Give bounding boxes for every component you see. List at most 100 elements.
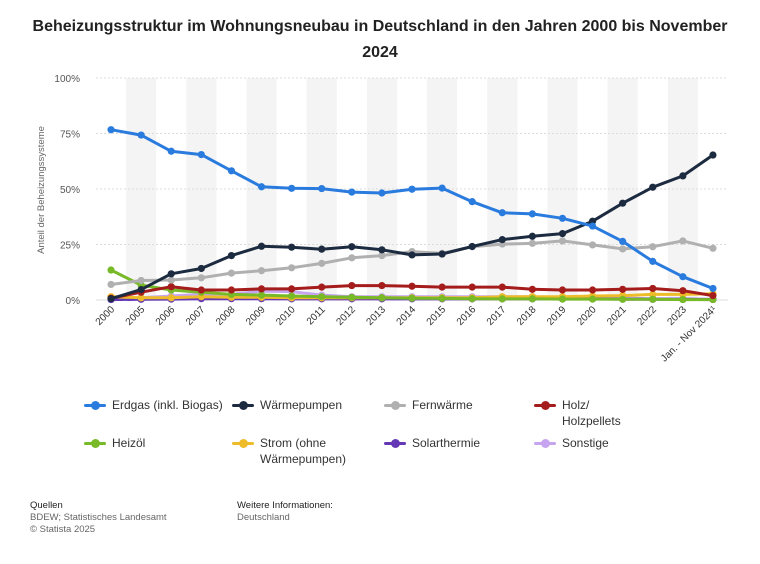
x-tick-label: 2005	[124, 304, 148, 328]
data-point	[288, 285, 295, 292]
data-point	[619, 200, 626, 207]
data-point	[499, 295, 506, 302]
y-tick-label: 25%	[60, 241, 80, 252]
data-point	[258, 285, 265, 292]
legend-item-holz[interactable]: Holz/ Holzpellets	[534, 397, 621, 429]
data-point	[318, 293, 325, 300]
data-point	[168, 283, 175, 290]
data-point	[318, 284, 325, 291]
legend-label: Fernwärme	[412, 397, 473, 413]
data-point	[469, 295, 476, 302]
legend-label: Wärmepumpen	[260, 397, 342, 413]
data-point	[649, 296, 656, 303]
legend-item-erdgas[interactable]: Erdgas (inkl. Biogas)	[84, 397, 223, 413]
data-point	[378, 282, 385, 289]
x-tick-label: Jan. - Nov 2024¹	[659, 304, 720, 365]
data-point	[408, 295, 415, 302]
data-point	[529, 286, 536, 293]
legend-dot	[541, 439, 550, 448]
data-point	[499, 284, 506, 291]
legend-label: Erdgas (inkl. Biogas)	[112, 397, 223, 413]
y-tick-label: 50%	[60, 185, 80, 196]
x-tick-label: 2000	[94, 304, 118, 328]
data-point	[318, 260, 325, 267]
legend-dot	[391, 401, 400, 410]
legend-item-strom[interactable]: Strom (ohne Wärmepumpen)	[232, 435, 346, 467]
legend-label: Solarthermie	[412, 435, 480, 451]
data-point	[709, 151, 716, 158]
data-point	[649, 243, 656, 250]
data-point	[138, 277, 145, 284]
info-heading: Weitere Informationen:	[237, 500, 333, 512]
data-point	[198, 286, 205, 293]
data-point	[228, 286, 235, 293]
legend-marker	[232, 397, 254, 413]
data-point	[258, 243, 265, 250]
legend-label: Holz/ Holzpellets	[562, 397, 621, 429]
data-point	[709, 292, 716, 299]
data-point	[288, 264, 295, 271]
data-point	[559, 237, 566, 244]
data-point	[258, 267, 265, 274]
legend-dot	[91, 439, 100, 448]
data-point	[107, 126, 114, 133]
legend-item-heizoel[interactable]: Heizöl	[84, 435, 145, 451]
data-point	[559, 296, 566, 303]
data-point	[469, 243, 476, 250]
x-tick-label: 2007	[184, 304, 208, 328]
data-point	[679, 172, 686, 179]
data-point	[258, 183, 265, 190]
legend-item-sonstige[interactable]: Sonstige	[534, 435, 609, 451]
y-tick-label: 0%	[66, 296, 81, 307]
data-point	[168, 148, 175, 155]
data-point	[138, 131, 145, 138]
data-point	[679, 273, 686, 280]
data-point	[438, 284, 445, 291]
data-point	[408, 186, 415, 193]
data-point	[559, 230, 566, 237]
info-text: Deutschland	[237, 512, 290, 524]
legend-marker	[384, 435, 406, 451]
data-point	[529, 210, 536, 217]
data-point	[168, 270, 175, 277]
data-point	[198, 265, 205, 272]
data-point	[499, 209, 506, 216]
data-point	[559, 215, 566, 222]
chart-frame: Beheizungsstruktur im Wohnungsneubau in …	[0, 0, 760, 564]
legend-item-fernwaerme[interactable]: Fernwärme	[384, 397, 473, 413]
legend-marker	[232, 435, 254, 451]
x-tick-label: 2017	[485, 304, 509, 328]
data-point	[348, 294, 355, 301]
data-point	[348, 189, 355, 196]
data-point	[138, 286, 145, 293]
data-point	[107, 295, 114, 302]
legend-item-solarthermie[interactable]: Solarthermie	[384, 435, 480, 451]
data-point	[228, 252, 235, 259]
data-point	[348, 243, 355, 250]
y-tick-label: 75%	[60, 130, 80, 141]
data-point	[348, 282, 355, 289]
data-point	[168, 294, 175, 301]
data-point	[619, 238, 626, 245]
data-point	[499, 236, 506, 243]
data-point	[288, 292, 295, 299]
data-point	[378, 294, 385, 301]
legend-item-waermepumpen[interactable]: Wärmepumpen	[232, 397, 342, 413]
data-point	[589, 296, 596, 303]
data-point	[318, 185, 325, 192]
x-tick-label: 2013	[365, 304, 389, 328]
x-tick-label: 2022	[635, 304, 659, 328]
data-point	[378, 246, 385, 253]
x-tick-label: 2014	[395, 304, 419, 328]
data-point	[679, 237, 686, 244]
line-chart: 0% 25% 50% 75% 100% Anteil der Beheizungssyst…	[0, 0, 760, 390]
y-axis-label: Anteil der Beheizungssysteme	[36, 126, 47, 254]
data-point	[288, 185, 295, 192]
data-point	[619, 245, 626, 252]
legend-marker	[534, 397, 556, 413]
legend-dot	[239, 439, 248, 448]
x-tick-label: 2020	[575, 304, 599, 328]
legend-dot	[91, 401, 100, 410]
data-point	[619, 286, 626, 293]
data-point	[649, 184, 656, 191]
